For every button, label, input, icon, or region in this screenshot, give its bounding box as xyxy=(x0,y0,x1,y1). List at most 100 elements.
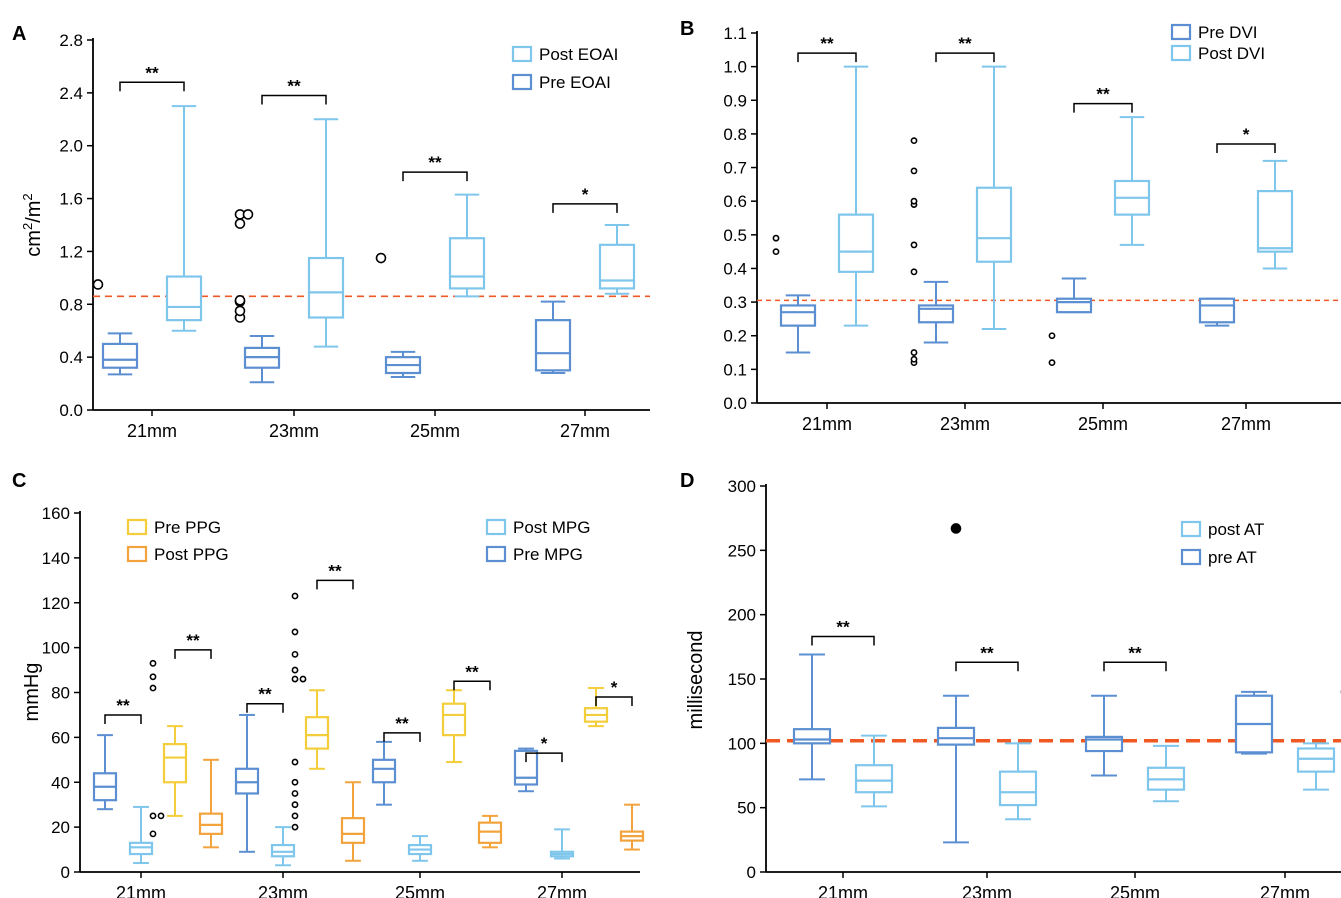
box xyxy=(1256,189,1294,253)
y-tick-label: 2.8 xyxy=(59,31,83,50)
box xyxy=(340,817,366,844)
y-tick-label: 0.0 xyxy=(59,401,83,420)
bracket-line xyxy=(383,732,421,742)
y-axis-label: mmHg xyxy=(21,663,43,722)
outlier-point xyxy=(92,279,104,290)
y-tick-label: 0.7 xyxy=(723,159,747,178)
box-post-mpg xyxy=(549,828,575,860)
box xyxy=(779,304,817,327)
box-pre-ppg xyxy=(149,659,188,838)
legend: post AT pre AT xyxy=(1180,520,1264,567)
x-tick-label: 23mm xyxy=(940,414,990,434)
x-tick-label: 23mm xyxy=(962,883,1012,898)
significance-bracket: ** xyxy=(935,34,995,63)
box-pre-at xyxy=(936,523,976,844)
outlier-point xyxy=(234,295,246,306)
legend-label: pre AT xyxy=(1208,548,1257,567)
box-post-at xyxy=(1146,744,1186,803)
outlier-point xyxy=(149,659,157,667)
panel-b: B 0.0 0.1 0.2 0.3 0.4 0.5 0.6 0.7 0.8 0.9 1.0 1.1 21m… xyxy=(680,18,1341,434)
legend-label: Post DVI xyxy=(1198,44,1265,63)
outlier-point xyxy=(910,349,918,356)
y-tick-label: 0.2 xyxy=(723,327,747,346)
outlier-point xyxy=(910,197,918,205)
x-tick-label: 25mm xyxy=(410,421,460,441)
outlier-point xyxy=(910,241,918,249)
box xyxy=(162,743,188,784)
x-tick-label: 25mm xyxy=(1078,414,1128,434)
y-tick-label: 1.1 xyxy=(723,24,747,43)
box xyxy=(128,841,154,856)
panel-letter: D xyxy=(680,470,694,492)
box-pre-eoai xyxy=(92,279,139,376)
significance-label: ** xyxy=(145,63,159,82)
outlier-point xyxy=(910,268,918,276)
significance-bracket: * xyxy=(1216,125,1276,153)
box xyxy=(936,726,976,746)
bracket-line xyxy=(246,702,284,713)
bracket-line xyxy=(1216,143,1276,153)
panel-d: D 0 50 100 150 200 250 300 21mm 23mm 25mm 27mm milli… xyxy=(680,470,1341,898)
significance-label: ** xyxy=(395,714,409,733)
bracket-line xyxy=(316,579,354,590)
x-tick-label: 27mm xyxy=(1260,883,1310,898)
box-post-eoai xyxy=(165,105,203,332)
outlier-point xyxy=(1048,332,1056,340)
box-pre-dvi xyxy=(910,137,955,367)
y-tick-label: 20 xyxy=(51,818,70,837)
box-post-at xyxy=(998,742,1038,821)
box-pre-mpg xyxy=(371,740,397,806)
box-post-dvi xyxy=(837,65,875,327)
y-tick-label: 60 xyxy=(51,728,70,747)
box xyxy=(270,843,296,858)
significance-bracket: ** xyxy=(1103,643,1167,672)
y-tick-label: 0.6 xyxy=(723,192,747,211)
significance-label: ** xyxy=(1128,643,1142,662)
outlier-point xyxy=(291,812,299,820)
significance-bracket: ** xyxy=(119,63,185,92)
y-tick-label: 100 xyxy=(728,734,756,753)
box-post-eoai xyxy=(598,224,636,295)
legend-label: Post PPG xyxy=(154,545,229,564)
bracket-line xyxy=(797,52,857,63)
panel-letter: B xyxy=(680,18,694,40)
outlier-point xyxy=(149,812,157,820)
box-post-mpg xyxy=(270,826,296,867)
box-pre-eoai xyxy=(534,300,572,374)
significance-bracket: ** xyxy=(104,696,142,724)
significance-label: ** xyxy=(258,685,272,704)
significance-bracket: ** xyxy=(246,685,284,713)
bracket-line xyxy=(174,649,212,659)
box-pre-mpg xyxy=(234,713,260,853)
legend-label: Pre DVI xyxy=(1198,23,1258,42)
significance-label: ** xyxy=(958,34,972,53)
box-pre-ppg xyxy=(583,687,609,728)
outlier-point xyxy=(234,218,246,229)
significance-bracket: ** xyxy=(811,618,875,646)
outlier-point xyxy=(910,355,918,363)
box-post-ppg xyxy=(340,781,366,862)
box xyxy=(534,319,572,372)
box xyxy=(165,275,203,322)
bracket-line xyxy=(402,171,468,182)
outlier-point xyxy=(291,675,299,683)
box-post-eoai xyxy=(448,193,486,298)
box-post-mpg xyxy=(128,805,154,865)
box xyxy=(598,243,636,290)
x-tick-label: 21mm xyxy=(802,414,852,434)
y-tick-label: 0.9 xyxy=(723,91,747,110)
y-tick-label: 0.8 xyxy=(723,125,747,144)
y-tick-label: 1.0 xyxy=(723,58,747,77)
panel-c: C 0 20 40 60 80 100 120 140 160 21mm 23mm 25mm 27mm mm… xyxy=(12,470,645,898)
legend-swatch xyxy=(1180,520,1202,538)
y-tick-label: 0.3 xyxy=(723,293,747,312)
panel-a: A 0.0 0.4 0.8 1.2 1.6 2.0 2.4 2.8 21mm 23mm 25mm 27m… xyxy=(12,23,650,441)
box-post-ppg xyxy=(477,814,503,849)
box-pre-ppg xyxy=(441,689,467,764)
y-tick-label: 0.4 xyxy=(723,259,747,278)
significance-bracket: ** xyxy=(797,34,857,63)
significance-label: ** xyxy=(820,34,834,53)
box-post-mpg xyxy=(407,835,433,862)
significance-label: ** xyxy=(980,643,994,662)
box xyxy=(101,342,139,369)
